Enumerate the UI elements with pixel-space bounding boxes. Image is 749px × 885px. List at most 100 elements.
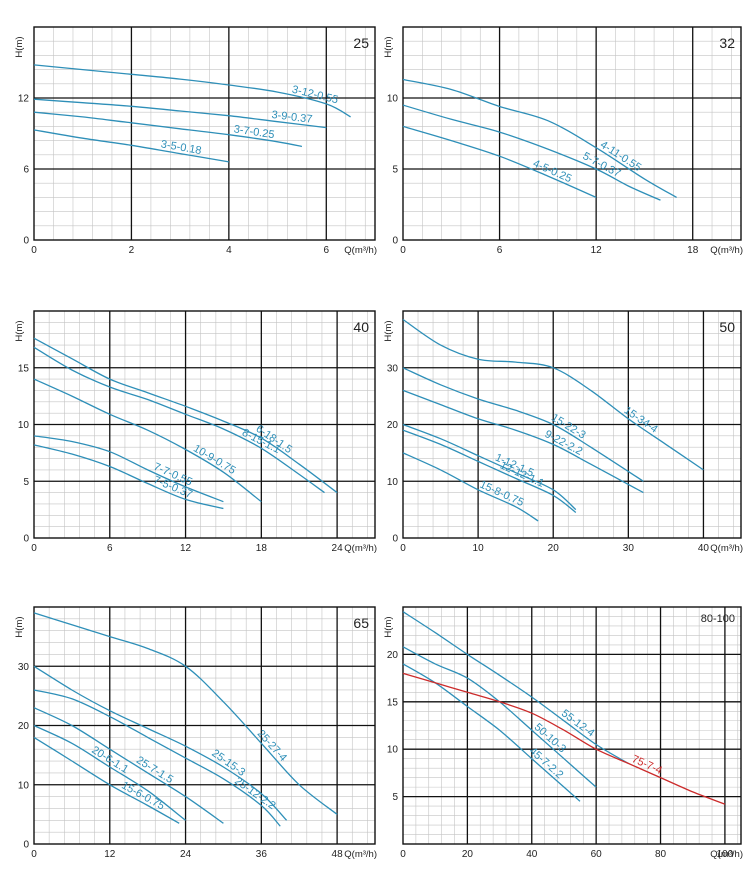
x-tick-label: 12: [180, 543, 192, 554]
panel-title: 25: [353, 35, 369, 51]
curve-label: 55-12-4: [559, 707, 597, 739]
x-axis-label: Q(m³/h): [710, 245, 743, 256]
y-axis-label: H(m): [383, 616, 394, 637]
y-tick-label: 15: [18, 363, 30, 374]
x-tick-label: 30: [623, 543, 635, 554]
y-tick-label: 30: [18, 662, 30, 673]
pump-curve-4-11-0.55: [402, 78, 677, 198]
y-axis-label: H(m): [14, 36, 25, 57]
pump-curve-15-22-3: [402, 367, 644, 482]
x-tick-label: 0: [400, 245, 406, 256]
x-tick-label: 0: [31, 849, 37, 860]
x-tick-label: 40: [698, 543, 710, 554]
pump-curve-9-22-2.2: [402, 389, 644, 494]
curve-label: 25-27-4: [255, 728, 289, 764]
x-tick-label: 24: [180, 849, 192, 860]
y-tick-label: 10: [387, 477, 399, 488]
y-axis-label: H(m): [383, 36, 394, 57]
y-tick-label: 10: [18, 780, 30, 791]
curve-label: 3-7-0.25: [233, 123, 275, 141]
pump-curve-5-7-0.37: [402, 104, 661, 201]
curve-label: 3-9-0.37: [271, 109, 313, 126]
y-tick-label: 0: [23, 534, 29, 545]
pump-curve-8-15-1.1: [33, 346, 325, 494]
pump-curve-25-27-4: [33, 612, 338, 815]
y-tick-label: 6: [23, 165, 29, 176]
y-tick-label: 12: [18, 94, 30, 105]
pump-curve-20-6-1.1: [33, 724, 186, 821]
x-tick-label: 60: [591, 849, 603, 860]
x-tick-label: 18: [256, 543, 268, 554]
y-tick-label: 5: [392, 165, 398, 176]
x-tick-label: 12: [591, 245, 603, 256]
x-tick-label: 24: [332, 543, 344, 554]
pump-curve-6-18-1.5: [33, 337, 338, 494]
x-tick-label: 6: [497, 245, 503, 256]
pump-curve-7-7-0.55: [33, 435, 224, 503]
y-tick-label: 5: [392, 792, 398, 803]
y-tick-label: 10: [18, 420, 30, 431]
pump-curve-7-5-0.37: [33, 444, 224, 510]
x-tick-label: 0: [400, 849, 406, 860]
x-axis-label: Q(m³/h): [344, 849, 377, 860]
chart-panel-25: 0 2 4 6 0 6 12 Q(m³/h) H(m) 25 3-12-0.55 3-9-0.373-…: [14, 26, 377, 256]
pump-curve-75-7-4: [402, 672, 726, 805]
y-tick-label: 20: [18, 721, 30, 732]
plot-frame: [402, 26, 742, 241]
curve-label: 3-12-0.55: [291, 84, 340, 107]
y-tick-label: 10: [387, 94, 399, 105]
x-tick-label: 20: [548, 543, 560, 554]
panel-title: 65: [353, 615, 369, 631]
curve-label: 10-9-0.75: [191, 443, 238, 477]
pump-curve-1-12-1.5: [402, 423, 577, 511]
y-tick-label: 0: [392, 534, 398, 545]
panel-title: 50: [719, 319, 735, 335]
pump-curve-25-7-1.5: [33, 707, 224, 824]
pump-curve-4-5-0.25: [402, 125, 597, 198]
curve-label: 15-34-4: [622, 404, 660, 435]
y-axis-label: H(m): [14, 616, 25, 637]
plot-frame: [402, 606, 742, 845]
y-axis-label: H(m): [14, 320, 25, 341]
pump-curve-55-12-4: [402, 611, 629, 764]
y-tick-label: 20: [387, 420, 399, 431]
pump-curve-25-15-3: [33, 665, 288, 821]
x-tick-label: 0: [400, 543, 406, 554]
panel-title: 32: [719, 35, 735, 51]
x-tick-label: 48: [332, 849, 344, 860]
x-axis-label: Q(m³/h): [344, 543, 377, 554]
x-tick-label: 18: [687, 245, 699, 256]
pump-curve-3-7-0.25: [33, 111, 303, 148]
y-tick-label: 5: [23, 477, 29, 488]
y-tick-label: 20: [387, 650, 399, 661]
x-tick-label: 4: [226, 245, 232, 256]
x-tick-label: 100: [717, 849, 734, 860]
y-tick-label: 0: [23, 840, 29, 851]
x-axis-label: Q(m³/h): [710, 543, 743, 554]
x-tick-label: 10: [473, 543, 485, 554]
x-axis-label: Q(m³/h): [710, 849, 743, 860]
x-tick-label: 12: [104, 849, 116, 860]
panel-title: 80-100: [701, 613, 735, 625]
pump-curve-10-9-0.75: [33, 378, 262, 503]
y-tick-label: 10: [387, 745, 399, 756]
curve-label: 4-5-0.25: [531, 158, 573, 186]
x-tick-label: 2: [129, 245, 135, 256]
curve-label: 15-8-0.75: [478, 479, 526, 509]
x-tick-label: 6: [107, 543, 113, 554]
pump-curve-12-12-1.1: [402, 429, 577, 514]
chart-panel-80-100: 0 20 40 60 80 100 5 10 15 20 Q(m³/h) H(m) 80-100 55-1…: [383, 606, 743, 860]
x-tick-label: 80: [655, 849, 667, 860]
x-tick-label: 0: [31, 543, 37, 554]
y-tick-label: 0: [23, 236, 29, 247]
pump-curve-3-9-0.37: [33, 98, 327, 129]
pump-curve-3-12-0.55: [33, 64, 351, 118]
chart-panel-65: 0 12 24 36 48 0 10 20 30 Q(m³/h) H(m) 65 25-27-4 25-1…: [14, 606, 377, 860]
pump-curve-15-6-0.75: [33, 736, 180, 824]
pump-curve-15-34-4: [402, 318, 704, 471]
